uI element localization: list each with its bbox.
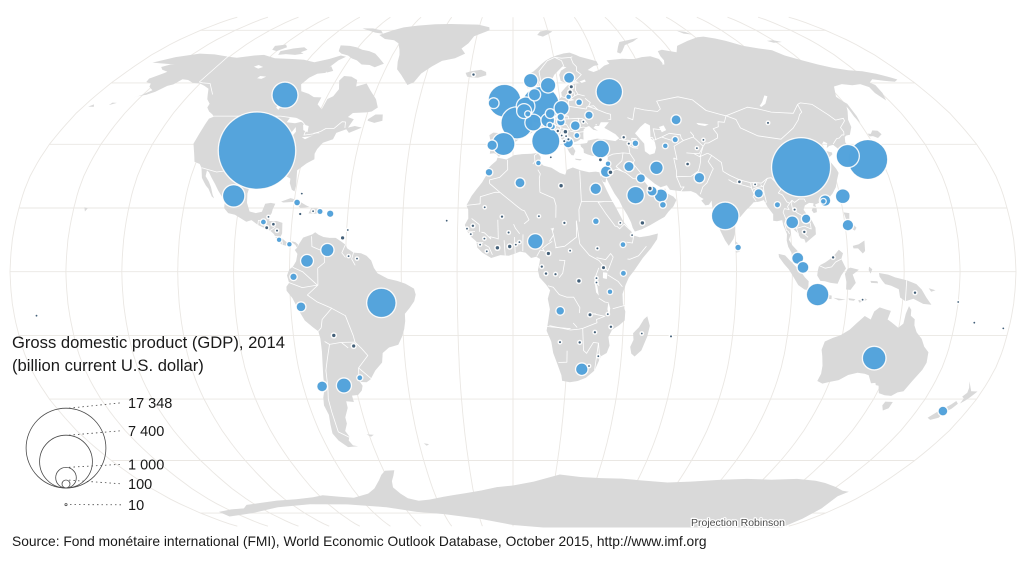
svg-text:Projection Robinson: Projection Robinson xyxy=(691,517,785,529)
svg-text:7 400: 7 400 xyxy=(128,424,164,440)
svg-text:100: 100 xyxy=(128,477,152,493)
svg-text:17 348: 17 348 xyxy=(128,396,172,412)
svg-text:Gross domestic product (GDP),: Gross domestic product (GDP), 2014 xyxy=(12,333,285,352)
svg-text:Source: Fond monétaire interna: Source: Fond monétaire international (FM… xyxy=(12,534,707,549)
svg-text:1 000: 1 000 xyxy=(128,458,164,474)
svg-text:(billion current U.S. dollar): (billion current U.S. dollar) xyxy=(12,356,204,375)
svg-text:10: 10 xyxy=(128,498,144,514)
